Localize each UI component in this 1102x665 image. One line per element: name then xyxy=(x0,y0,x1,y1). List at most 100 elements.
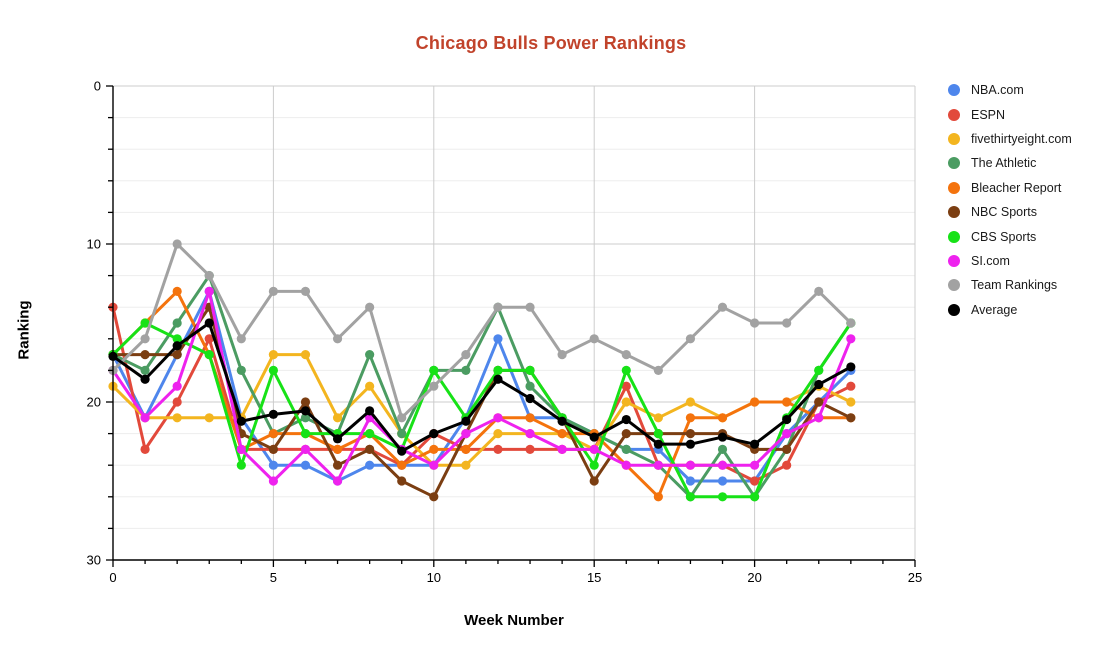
data-point xyxy=(332,476,343,486)
data-point xyxy=(204,318,214,328)
data-point xyxy=(525,429,535,439)
data-point xyxy=(300,286,311,296)
data-point xyxy=(365,460,375,470)
data-point xyxy=(589,334,599,344)
data-point xyxy=(750,397,760,407)
legend-item-the-athletic: The Athletic xyxy=(948,151,1072,175)
data-point xyxy=(172,341,182,351)
data-point xyxy=(525,413,535,423)
data-point xyxy=(750,318,760,328)
data-point xyxy=(782,397,792,407)
data-point xyxy=(204,286,214,296)
legend-swatch-icon xyxy=(948,230,960,243)
data-point xyxy=(750,476,760,486)
y-tick-label: 10 xyxy=(87,237,101,252)
data-point xyxy=(268,429,278,439)
legend-item-label: CBS Sports xyxy=(971,229,1037,244)
x-tick-label: 10 xyxy=(427,570,441,585)
data-point xyxy=(172,239,182,249)
series-average xyxy=(108,318,856,456)
data-point xyxy=(717,432,728,442)
data-point xyxy=(172,286,182,296)
data-point xyxy=(365,406,375,416)
data-point xyxy=(236,460,246,470)
data-point xyxy=(846,362,856,372)
axis-tick-labels: 0 10 20 30 0 5 10 15 20 25 xyxy=(87,79,923,586)
data-point xyxy=(589,460,599,470)
data-point xyxy=(332,334,343,344)
data-point xyxy=(846,334,856,344)
data-point xyxy=(268,350,278,360)
data-point xyxy=(300,429,311,439)
data-point xyxy=(140,318,150,328)
data-point xyxy=(204,334,214,344)
data-point xyxy=(653,460,663,470)
data-point xyxy=(653,439,663,449)
data-point xyxy=(846,397,856,407)
data-point xyxy=(493,365,503,375)
data-point xyxy=(685,476,696,486)
series-team-rankings xyxy=(108,239,856,423)
data-point xyxy=(685,492,696,502)
data-point xyxy=(525,444,535,454)
data-point xyxy=(140,350,150,360)
data-point xyxy=(621,414,631,425)
data-point xyxy=(493,413,503,423)
data-point xyxy=(557,444,567,454)
data-point xyxy=(557,416,567,426)
legend-swatch-icon xyxy=(948,132,960,145)
data-point xyxy=(204,271,214,281)
data-point xyxy=(300,406,311,416)
data-point xyxy=(429,381,439,391)
data-point xyxy=(300,444,311,454)
data-point xyxy=(493,302,503,312)
legend-item-bleacher-report: Bleacher Report xyxy=(948,176,1072,200)
data-point xyxy=(814,397,824,407)
data-point xyxy=(204,413,214,423)
data-point xyxy=(653,413,663,423)
legend-item-team-rankings: Team Rankings xyxy=(948,273,1072,297)
legend-item-average: Average xyxy=(948,298,1072,322)
data-point xyxy=(717,460,728,470)
data-point xyxy=(685,397,696,407)
data-point xyxy=(429,429,439,439)
data-point xyxy=(397,429,407,439)
data-point xyxy=(750,492,760,502)
data-point xyxy=(236,365,246,375)
data-point xyxy=(814,286,824,296)
data-point xyxy=(365,350,375,360)
legend-item-label: The Athletic xyxy=(971,156,1037,171)
legend-item-si-com: SI.com xyxy=(948,249,1072,273)
data-point xyxy=(525,302,535,312)
data-point xyxy=(685,439,696,449)
data-point xyxy=(365,444,375,454)
data-point xyxy=(236,444,246,454)
data-point xyxy=(685,429,696,439)
data-point xyxy=(717,413,728,423)
data-point xyxy=(397,446,407,456)
data-point xyxy=(397,460,407,470)
data-point xyxy=(846,413,856,423)
y-tick-label: 20 xyxy=(87,395,101,410)
legend-item-label: NBA.com xyxy=(971,83,1024,98)
legend-swatch-icon xyxy=(948,254,960,267)
data-point xyxy=(365,302,375,312)
data-point xyxy=(300,397,311,407)
data-point xyxy=(365,429,375,439)
data-point xyxy=(140,413,150,423)
x-axis-title: Week Number xyxy=(464,612,564,629)
data-point xyxy=(750,460,760,470)
data-point xyxy=(750,439,760,449)
legend-item-label: Average xyxy=(971,302,1018,317)
data-point xyxy=(140,334,150,344)
series-line-team-rankings xyxy=(111,242,853,420)
data-point xyxy=(300,350,311,360)
data-point xyxy=(140,365,150,375)
data-point xyxy=(268,409,278,419)
series-line-average xyxy=(111,321,853,453)
data-point xyxy=(300,413,311,423)
data-point xyxy=(525,393,535,404)
y-tick-label: 30 xyxy=(87,553,101,568)
axes xyxy=(112,86,915,561)
